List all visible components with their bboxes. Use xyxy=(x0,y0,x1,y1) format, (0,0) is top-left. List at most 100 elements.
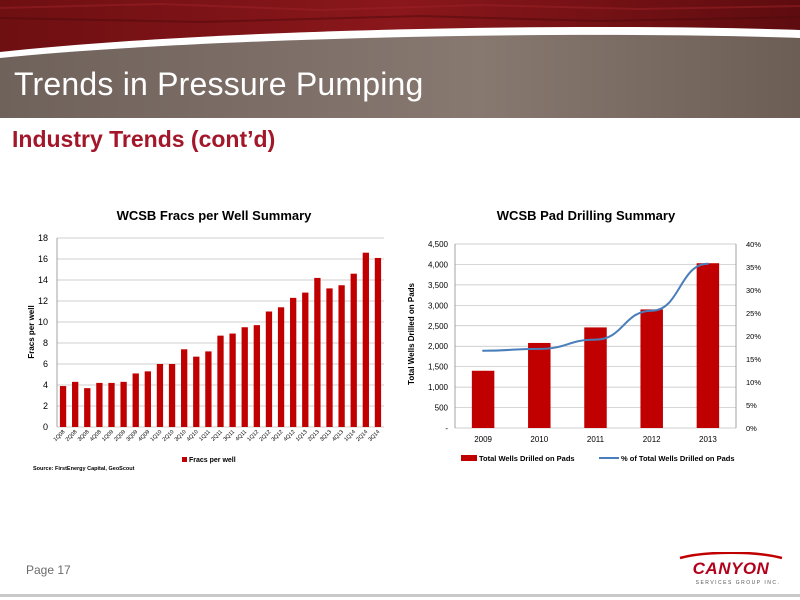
y-tick-label: 500 xyxy=(435,404,449,413)
bar xyxy=(265,311,273,427)
x-tick-label: 2Q10 xyxy=(162,429,176,443)
x-tick-label: 1Q14 xyxy=(343,429,357,443)
bar xyxy=(338,285,345,427)
y2-tick-label: 40% xyxy=(746,240,761,249)
x-tick-label: 2Q08 xyxy=(65,429,79,443)
bar xyxy=(193,356,200,427)
bar xyxy=(277,307,285,427)
y2-tick-label: 10% xyxy=(746,378,761,387)
y2-tick-label: 15% xyxy=(746,355,761,364)
bar xyxy=(241,327,248,427)
x-tick-label: 1Q09 xyxy=(101,429,115,443)
legend-swatch-fracs xyxy=(182,457,187,462)
svg-text:CANYON: CANYON xyxy=(693,559,770,578)
y2-tick-label: 0% xyxy=(746,424,757,433)
y-axis-label: Fracs per well xyxy=(27,305,36,358)
y2-tick-label: 20% xyxy=(746,332,761,341)
x-tick-label: 3Q12 xyxy=(271,429,285,443)
bar xyxy=(108,382,115,427)
bar xyxy=(168,364,176,427)
bar xyxy=(584,327,607,428)
line-point xyxy=(650,309,653,312)
x-tick-label: 4Q11 xyxy=(235,429,248,442)
bar xyxy=(326,288,333,427)
x-tick-label: 2Q11 xyxy=(210,429,223,442)
bar xyxy=(253,325,260,427)
line-point xyxy=(594,338,597,341)
page-number: Page 17 xyxy=(26,563,71,577)
x-tick-label: 1Q13 xyxy=(295,429,309,443)
y-tick-label: 2 xyxy=(43,401,48,411)
bar xyxy=(528,342,551,428)
y-tick-label: 1,500 xyxy=(428,363,449,372)
y-tick-label: 16 xyxy=(38,254,48,264)
x-tick-label: 4Q13 xyxy=(331,429,345,443)
slide-title: Trends in Pressure Pumping xyxy=(14,66,424,102)
bar xyxy=(84,388,91,427)
y-tick-label: 8 xyxy=(43,338,48,348)
y2-tick-label: 30% xyxy=(746,286,761,295)
bar xyxy=(181,349,188,427)
svg-text:SERVICES GROUP INC.: SERVICES GROUP INC. xyxy=(696,580,781,586)
y2-tick-label: 35% xyxy=(746,263,761,272)
chart-title: WCSB Pad Drilling Summary xyxy=(497,208,676,223)
bar xyxy=(640,309,663,428)
x-tick-label: 3Q13 xyxy=(319,429,333,443)
bar xyxy=(374,257,382,427)
bar xyxy=(132,373,139,427)
y-tick-label: 4,500 xyxy=(428,240,449,249)
y-tick-label: 2,500 xyxy=(428,322,449,331)
chart-title: WCSB Fracs per Well Summary xyxy=(117,208,313,223)
legend-swatch-wells xyxy=(461,455,477,461)
bar xyxy=(217,335,224,427)
bar xyxy=(350,273,357,427)
x-tick-label: 2Q12 xyxy=(259,429,273,443)
slide-subtitle: Industry Trends (cont’d) xyxy=(12,126,276,152)
y-tick-label: 2,000 xyxy=(428,342,449,351)
bar xyxy=(302,292,309,427)
line-point xyxy=(482,349,485,352)
y2-tick-label: 5% xyxy=(746,401,757,410)
bar xyxy=(471,370,495,428)
x-tick-label: 3Q11 xyxy=(223,429,236,442)
bar xyxy=(290,297,297,427)
x-tick-label: 2013 xyxy=(699,435,717,444)
x-tick-label: 2012 xyxy=(643,435,661,444)
legend-label-percent: % of Total Wells Drilled on Pads xyxy=(621,454,735,463)
y-tick-label: 1,000 xyxy=(428,383,449,392)
x-tick-label: 1Q12 xyxy=(246,429,260,443)
x-tick-label: 3Q09 xyxy=(125,429,139,443)
x-tick-label: 4Q12 xyxy=(283,429,297,443)
x-tick-label: 3Q08 xyxy=(77,429,91,443)
x-tick-label: 2010 xyxy=(530,435,548,444)
x-tick-label: 4Q08 xyxy=(89,429,103,443)
y2-tick-label: 25% xyxy=(746,309,761,318)
line-point xyxy=(538,347,541,350)
bar xyxy=(362,252,369,427)
bar xyxy=(144,371,151,427)
x-tick-label: 2Q09 xyxy=(113,429,127,443)
y-tick-label: 18 xyxy=(38,233,48,243)
y-tick-label: 12 xyxy=(38,296,48,306)
y-tick-label: 0 xyxy=(43,422,48,432)
fracs-per-well-chart: WCSB Fracs per Well Summary Fracs per we… xyxy=(27,208,384,472)
x-tick-label: 2Q14 xyxy=(355,429,369,443)
x-tick-label: 1Q10 xyxy=(150,429,164,443)
bar xyxy=(72,381,79,427)
title-banner xyxy=(0,0,800,122)
y-tick-label: 3,000 xyxy=(428,301,449,310)
y-tick-label: 4 xyxy=(43,380,48,390)
bar xyxy=(96,382,103,427)
y-tick-label: 6 xyxy=(43,359,48,369)
y-tick-label: 10 xyxy=(38,317,48,327)
bar xyxy=(205,351,212,427)
line-point xyxy=(706,262,709,265)
x-tick-label: 4Q10 xyxy=(186,429,200,443)
company-logo: CANYON SERVICES GROUP INC. xyxy=(679,552,783,586)
bar xyxy=(59,386,67,427)
legend-label-fracs: Fracs per well xyxy=(189,457,236,464)
y-tick-label: 14 xyxy=(38,275,48,285)
footer-rule xyxy=(0,594,800,597)
series-line-percent xyxy=(483,262,708,352)
bar xyxy=(156,364,164,427)
